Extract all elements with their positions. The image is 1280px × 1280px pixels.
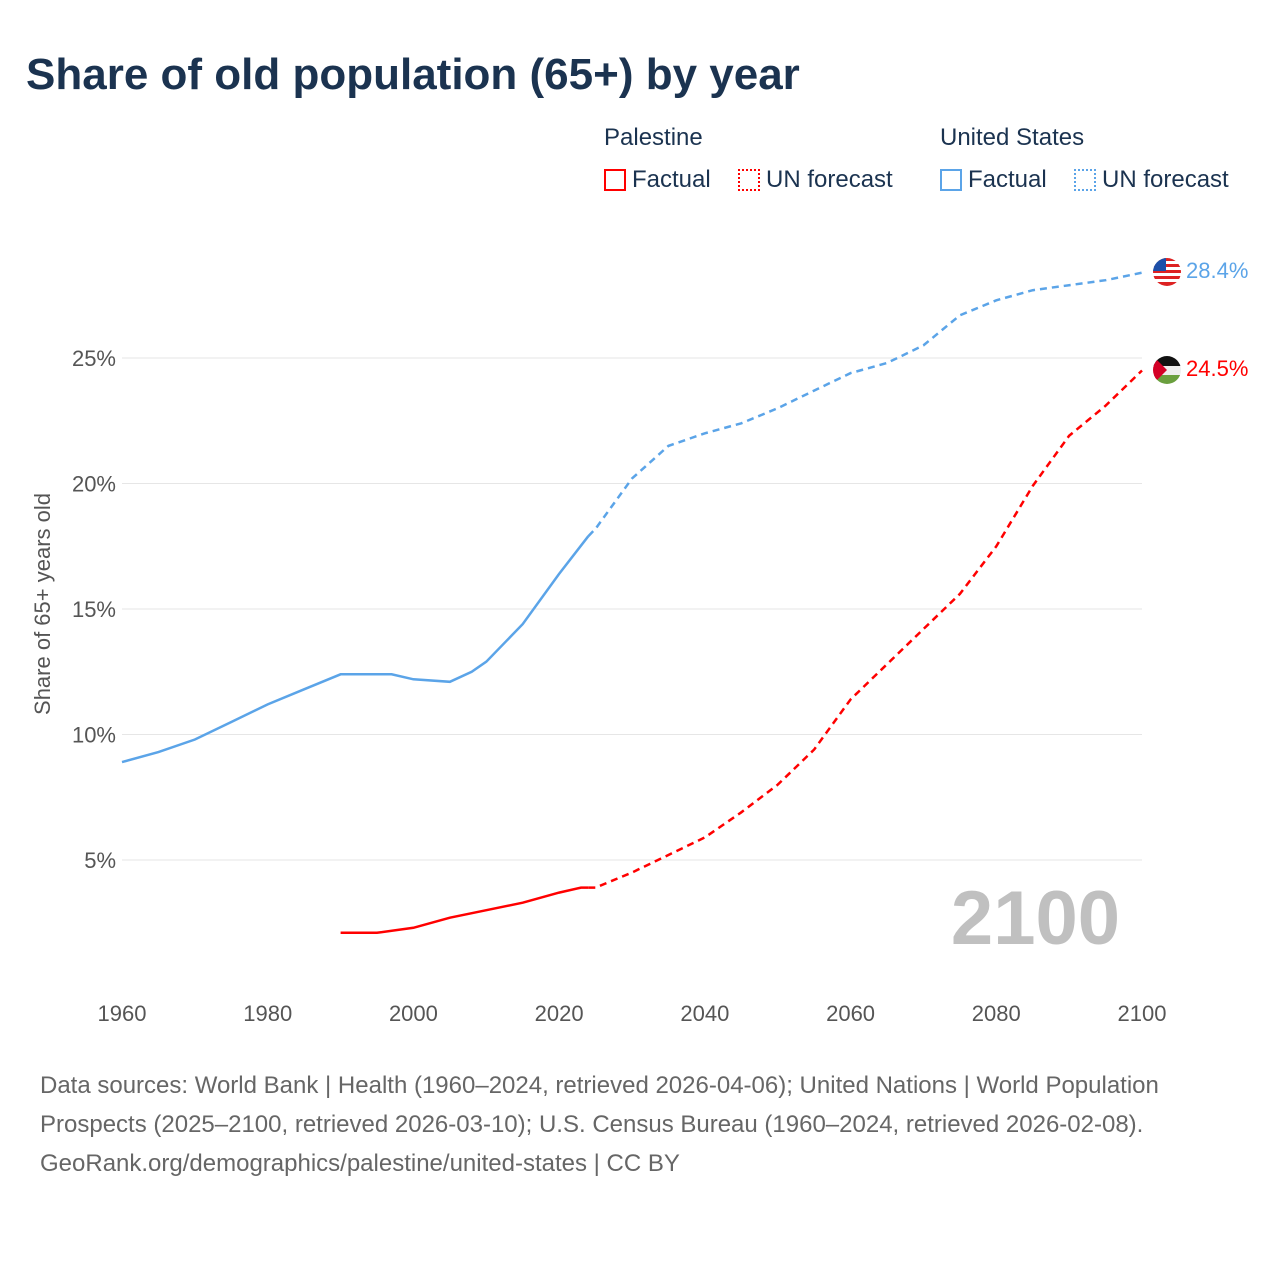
x-tick-label: 2040 (680, 1001, 729, 1026)
footer: Data sources: World Bank | Health (1960–… (40, 1066, 1240, 1183)
y-tick-label: 5% (84, 848, 116, 873)
legend-us-forecast[interactable]: UN forecast (1074, 166, 1229, 194)
chart-title: Share of old population (65+) by year (26, 50, 800, 99)
legend-us-factual[interactable]: Factual (940, 166, 1047, 194)
legend-palestine-factual[interactable]: Factual (604, 166, 711, 194)
x-tick-label: 2000 (389, 1001, 438, 1026)
x-tick-label: 2020 (535, 1001, 584, 1026)
x-tick-label: 2080 (972, 1001, 1021, 1026)
legend-label: Factual (968, 166, 1047, 193)
x-tick-label: 1960 (98, 1001, 147, 1026)
united-states-factual-line (121, 535, 590, 764)
x-tick-label: 2060 (826, 1001, 875, 1026)
legend-group-us: United States (940, 124, 1085, 151)
legend-swatch (1074, 169, 1096, 191)
chart-area: 5% 10% 15% 20% 25% 1960 1980 2000 2020 2040 2060 20… (30, 258, 1248, 1026)
palestine-flag-icon (1153, 356, 1181, 384)
credit-link[interactable]: GeoRank.org/demographics/palestine/unite… (40, 1150, 680, 1177)
x-tick-label: 1980 (243, 1001, 292, 1026)
x-tick-label: 2100 (1118, 1001, 1167, 1026)
legend-label: UN forecast (766, 166, 893, 193)
us-end-label: 28.4% (1186, 258, 1248, 283)
y-tick-label: 15% (72, 597, 116, 622)
y-axis-label: Share of 65+ years old (30, 493, 55, 715)
legend-label: UN forecast (1102, 166, 1229, 193)
legend-palestine-forecast[interactable]: UN forecast (738, 166, 893, 194)
palestine-end-label: 24.5% (1186, 356, 1248, 381)
legend-swatch (738, 169, 760, 191)
us-flag-icon (1153, 258, 1181, 286)
y-tick-label: 25% (72, 346, 116, 371)
y-tick-label: 20% (72, 472, 116, 497)
legend-label: Factual (632, 166, 711, 193)
legend-swatch (940, 169, 962, 191)
palestine-forecast-line (588, 369, 1143, 889)
year-watermark: 2100 (951, 876, 1120, 961)
united-states-forecast-line (587, 271, 1143, 538)
palestine-factual-line (340, 886, 589, 935)
legend-group-palestine: Palestine (604, 124, 703, 151)
y-tick-label: 10% (72, 723, 116, 748)
legend-swatch (604, 169, 626, 191)
data-sources: Data sources: World Bank | Health (1960–… (40, 1072, 1159, 1138)
